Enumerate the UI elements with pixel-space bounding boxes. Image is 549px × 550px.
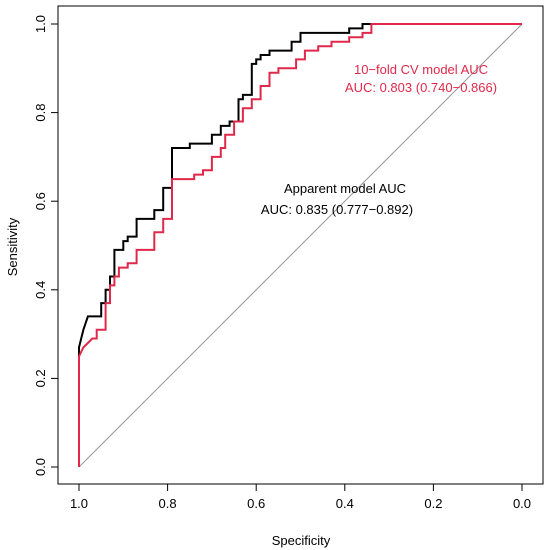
y-tick-label: 0.6 xyxy=(33,192,48,210)
y-tick-label: 0.8 xyxy=(33,104,48,122)
y-tick-label: 0.4 xyxy=(33,281,48,299)
y-axis: 0.0 0.2 0.4 0.6 0.8 1.0 xyxy=(33,15,59,476)
x-axis-label: Specificity xyxy=(272,533,331,548)
y-tick-label: 0.0 xyxy=(33,458,48,476)
apparent-auc-title: Apparent model AUC xyxy=(284,181,406,196)
roc-curve-cv xyxy=(78,23,522,467)
x-tick-label: 1.0 xyxy=(70,496,88,511)
x-tick-label: 0.6 xyxy=(247,496,265,511)
cv-auc-title: 10−fold CV model AUC xyxy=(354,62,488,77)
y-tick-label: 1.0 xyxy=(33,15,48,33)
cv-auc-value: AUC: 0.803 (0.740−0.866) xyxy=(345,80,497,95)
reference-diagonal-line xyxy=(78,23,523,468)
roc-curve-apparent xyxy=(78,23,522,467)
apparent-auc-value: AUC: 0.835 (0.777−0.892) xyxy=(261,202,413,217)
x-tick-label: 0.0 xyxy=(513,496,531,511)
y-tick-label: 0.2 xyxy=(33,369,48,387)
x-axis: 1.0 0.8 0.6 0.4 0.2 0.0 xyxy=(70,483,531,511)
x-tick-label: 0.8 xyxy=(159,496,177,511)
series-layer xyxy=(78,23,522,467)
x-tick-label: 0.2 xyxy=(424,496,442,511)
y-axis-label: Sensitivity xyxy=(5,217,20,276)
x-tick-label: 0.4 xyxy=(336,496,354,511)
